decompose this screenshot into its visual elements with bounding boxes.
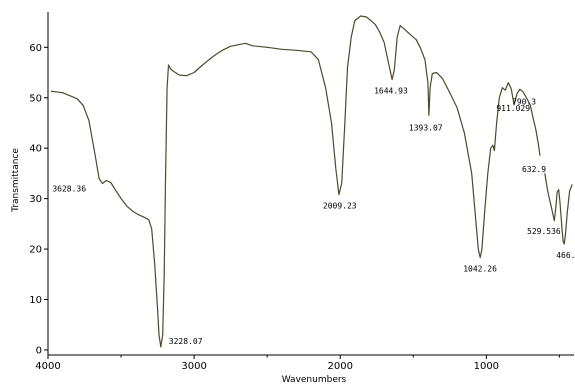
peak-label: 1644.93 — [374, 87, 408, 96]
y-axis-title: Transmittance — [11, 148, 21, 213]
peak-label: 790.3 — [512, 98, 536, 107]
y-tick-label: 30 — [29, 194, 42, 205]
x-tick-label: 1000 — [474, 361, 499, 372]
y-tick-label: 60 — [29, 43, 42, 54]
y-tick-label: 0 — [36, 345, 42, 356]
peak-label: 466.57 — [556, 251, 575, 260]
peak-labels: 3628.36 3228.07 2009.23 1644.93 1393.07 1042.… — [52, 87, 575, 346]
y-tick-label: 10 — [29, 295, 42, 306]
axes: 0 10 20 30 40 50 60 4000 3000 2000 1000 — [29, 12, 574, 372]
peak-label: 1393.07 — [409, 123, 443, 132]
x-tick-label: 2000 — [327, 361, 352, 372]
y-tick-label: 20 — [29, 245, 42, 256]
series-layer — [50, 15, 573, 348]
peak-label: 529.536 — [527, 227, 561, 236]
spectrum-line-segment — [50, 15, 541, 348]
peak-label: 1042.26 — [463, 265, 497, 274]
peak-label: 2009.23 — [323, 202, 357, 211]
spectrum-line-segment — [544, 173, 573, 245]
peak-label: 3228.07 — [169, 337, 203, 346]
y-tick-label: 50 — [29, 93, 42, 104]
x-tick-label: 4000 — [35, 361, 60, 372]
y-tick-label: 40 — [29, 144, 42, 155]
peak-label: 911.029 — [496, 104, 530, 113]
peak-label: 3628.36 — [52, 185, 86, 194]
x-tick-label: 3000 — [181, 361, 206, 372]
peak-label: 632.9 — [522, 165, 546, 174]
x-axis-title: Wavenumbers — [282, 375, 347, 385]
